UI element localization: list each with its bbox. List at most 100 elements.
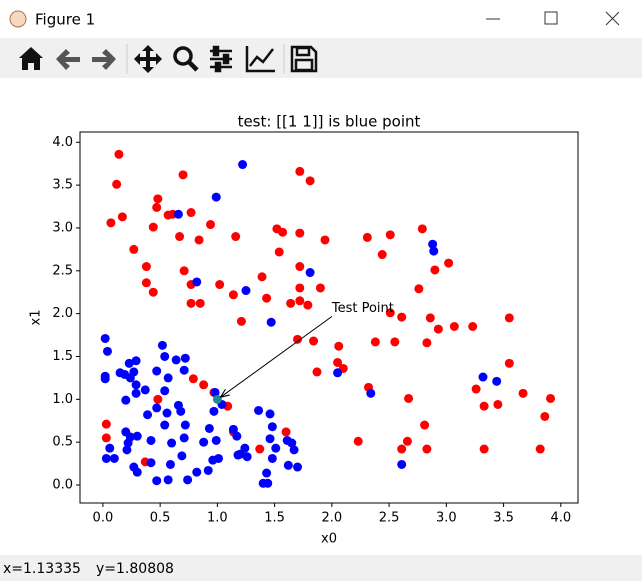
scatter-point: [353, 436, 363, 446]
scatter-point: [238, 160, 248, 170]
scatter-point: [195, 298, 205, 308]
scatter-point: [146, 458, 156, 468]
scatter-point: [429, 246, 439, 256]
scatter-point: [293, 334, 303, 344]
title-bar: [0, 0, 642, 38]
scatter-point: [303, 300, 313, 310]
subplots-button[interactable]: [210, 45, 232, 73]
scatter-point: [305, 176, 315, 186]
scatter-point: [194, 235, 204, 245]
scatter-point: [309, 336, 319, 346]
y-tick-label: 3.0: [52, 220, 73, 235]
close-button[interactable]: [605, 11, 620, 26]
scatter-point: [141, 262, 151, 272]
scatter-point: [420, 420, 430, 430]
scatter-point: [203, 465, 213, 475]
annotation-text: Test Point: [331, 301, 394, 316]
scatter-point: [241, 286, 251, 296]
scatter-point: [236, 316, 246, 326]
x-tick-label: 3.5: [493, 511, 514, 526]
y-tick-label: 4.0: [52, 135, 73, 150]
scatter-point: [105, 443, 115, 453]
scatter-point: [152, 476, 162, 486]
scatter-point: [535, 444, 545, 454]
scatter-point: [504, 358, 514, 368]
scatter-point: [385, 230, 395, 240]
scatter-point: [493, 399, 503, 409]
scatter-point: [385, 308, 395, 318]
scatter-point: [141, 278, 151, 288]
scatter-point: [162, 408, 172, 418]
scatter-point: [295, 262, 305, 272]
scatter-point: [100, 374, 110, 384]
x-tick-label: 1.0: [207, 511, 228, 526]
scatter-point: [160, 386, 170, 396]
scatter-point: [471, 384, 481, 394]
scatter-point: [175, 232, 185, 242]
scatter-point: [402, 436, 412, 446]
scatter-point: [129, 367, 139, 377]
scatter-point: [148, 222, 158, 232]
scatter-point: [479, 401, 489, 411]
scatter-point: [212, 394, 222, 404]
x-tick-label: 3.0: [436, 511, 457, 526]
scatter-point: [179, 266, 189, 276]
scatter-point: [377, 250, 387, 260]
status-y: y=1.80808: [96, 561, 174, 577]
scatter-point: [112, 179, 122, 189]
x-tick-label: 1.5: [264, 511, 285, 526]
maximize-button[interactable]: [544, 11, 558, 25]
scatter-point: [295, 228, 305, 238]
scatter-point: [333, 357, 343, 367]
scatter-point: [468, 321, 478, 331]
scatter-point: [183, 475, 193, 485]
scatter-point: [430, 265, 440, 275]
y-tick-label: 0.5: [52, 435, 73, 450]
y-tick-label: 1.5: [52, 349, 73, 364]
scatter-point: [262, 293, 272, 303]
scatter-point: [160, 351, 170, 361]
scatter-point: [283, 460, 293, 470]
scatter-point: [305, 268, 315, 278]
zoom-button[interactable]: [173, 46, 193, 66]
x-tick-label: 2.5: [379, 511, 400, 526]
scatter-point: [255, 444, 265, 454]
scatter-point: [101, 453, 111, 463]
back-button[interactable]: [56, 49, 80, 70]
pan-button[interactable]: [134, 45, 162, 73]
scatter-point: [160, 420, 170, 430]
scatter-point: [131, 380, 141, 390]
save-button[interactable]: [290, 45, 318, 73]
scatter-point: [102, 346, 112, 356]
forward-button[interactable]: [92, 49, 116, 70]
scatter-point: [449, 321, 459, 331]
scatter-point: [397, 312, 407, 322]
scatter-point: [180, 353, 190, 363]
scatter-point: [315, 283, 325, 293]
scatter-point: [179, 365, 189, 375]
scatter-point: [518, 388, 528, 398]
scatter-point: [165, 459, 175, 469]
scatter-point: [257, 272, 267, 282]
scatter-point: [215, 280, 225, 290]
annotation-arrow: [220, 316, 333, 398]
scatter-point: [428, 239, 438, 249]
scatter-point: [262, 468, 272, 478]
axes-button[interactable]: [245, 46, 275, 73]
home-button[interactable]: [19, 47, 43, 70]
scatter-point: [121, 395, 131, 405]
scatter-point: [131, 388, 141, 398]
scatter-point: [320, 235, 330, 245]
x-tick-label: 2.0: [322, 511, 343, 526]
scatter-point: [152, 366, 162, 376]
scatter-point: [540, 411, 550, 421]
scatter-point: [211, 192, 221, 202]
scatter-point: [231, 232, 241, 242]
scatter-point: [295, 166, 305, 176]
y-tick-label: 3.5: [52, 178, 73, 193]
scatter-point: [146, 435, 156, 445]
scatter-point: [163, 475, 173, 485]
scatter-point: [199, 380, 209, 390]
scatter-point: [129, 244, 139, 254]
scatter-point: [404, 393, 414, 403]
